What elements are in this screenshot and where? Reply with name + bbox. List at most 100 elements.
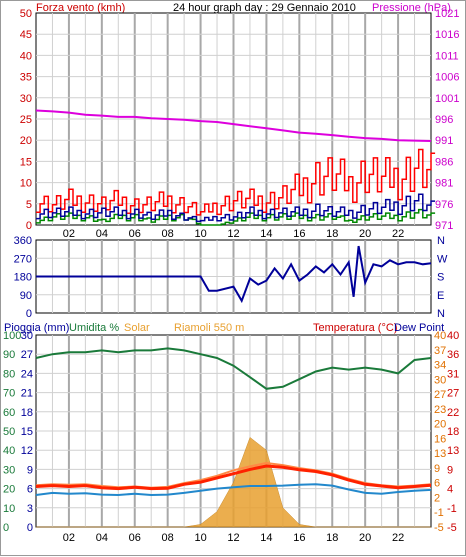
temperature-left-tick-label: -5 <box>434 522 444 534</box>
pressure-y-tick-label: 1001 <box>435 93 459 105</box>
temperature-left-tick-label: 34 <box>434 360 446 372</box>
temperature-left-tick-label: 2 <box>434 492 440 504</box>
pressure-y-tick-label: 1016 <box>435 29 459 41</box>
pressure-y-tick-label: 1011 <box>435 50 459 62</box>
humidity-y-tick-label: 60 <box>3 407 15 419</box>
solar-series <box>36 436 431 528</box>
solar-label: Solar <box>124 322 150 334</box>
direction-compass-label: N <box>437 235 445 247</box>
x-tick-label: 12 <box>227 228 239 240</box>
x-tick-label: 22 <box>392 228 404 240</box>
graph-title: 24 hour graph day : 29 Gennaio 2010 <box>173 2 356 14</box>
temperature-left-tick-label: 20 <box>434 419 446 431</box>
x-tick-label: 18 <box>326 228 338 240</box>
wind-avg-series <box>36 193 436 223</box>
x-tick-label: 06 <box>129 532 141 544</box>
humidity-y-tick-label: 20 <box>3 484 15 496</box>
pressure-y-tick-label: 986 <box>435 156 453 168</box>
x-tick-label: 14 <box>260 228 272 240</box>
dewpoint-label: Dew Point <box>394 322 445 334</box>
x-tick-label: 10 <box>194 532 206 544</box>
x-tick-label: 22 <box>392 532 404 544</box>
direction-y-tick-label: 90 <box>20 290 32 302</box>
direction-compass-label: S <box>437 272 444 284</box>
riamoli-label: Riamoli 550 m <box>174 322 245 334</box>
wind-y-tick-label: 25 <box>20 114 32 126</box>
rain-y-tick-label: 15 <box>21 426 33 438</box>
direction-compass-label: W <box>437 253 448 265</box>
temperature-right-tick-label: 9 <box>447 464 453 476</box>
rain-y-tick-label: 0 <box>27 522 33 534</box>
temperature-right-tick-label: 31 <box>447 368 459 380</box>
wind-min-series <box>36 208 436 226</box>
temperature-left-tick-label: -1 <box>434 507 444 519</box>
temperature-left-tick-label: 23 <box>434 404 446 416</box>
pressure-y-tick-label: 996 <box>435 114 453 126</box>
temperature-left-tick-label: 30 <box>434 374 446 386</box>
rain-y-tick-label: 18 <box>21 407 33 419</box>
temperature-left-tick-label: 16 <box>434 433 446 445</box>
wind-direction-series <box>36 245 432 304</box>
humidity-y-tick-label: 10 <box>3 503 15 515</box>
rain-y-tick-label: 3 <box>27 503 33 515</box>
rain-y-tick-label: 21 <box>21 388 33 400</box>
humidity-series <box>35 347 432 390</box>
pressure-y-tick-label: 1006 <box>435 72 459 84</box>
temperature-left-tick-label: 13 <box>434 448 446 460</box>
x-tick-label: 08 <box>162 532 174 544</box>
rain-y-tick-label: 24 <box>21 368 33 380</box>
wind-y-tick-label: 35 <box>20 72 32 84</box>
direction-y-tick-label: 0 <box>26 308 32 320</box>
pressure-y-tick-label: 981 <box>435 178 453 190</box>
x-tick-label: 02 <box>63 228 75 240</box>
pressure-y-tick-label: 1021 <box>435 8 459 20</box>
humidity-y-tick-label: 40 <box>3 445 15 457</box>
rain-y-tick-label: 12 <box>21 445 33 457</box>
temperature-left-tick-label: 6 <box>434 478 440 490</box>
x-tick-label: 16 <box>293 228 305 240</box>
direction-y-tick-label: 360 <box>14 235 32 247</box>
temperature-right-tick-label: 22 <box>447 407 459 419</box>
wind-y-tick-label: 45 <box>20 29 32 41</box>
humidity-y-tick-label: 0 <box>3 522 9 534</box>
pressure-series <box>35 109 432 142</box>
wind-y-tick-label: 5 <box>26 199 32 211</box>
humidity-label: Umidita % <box>69 322 120 334</box>
rain-y-tick-label: 6 <box>27 484 33 496</box>
direction-compass-label: N <box>437 308 445 320</box>
direction-compass-label: E <box>437 290 444 302</box>
humidity-y-tick-label: 90 <box>3 349 15 361</box>
rain-axis-title: Pioggia (mm) <box>4 322 70 334</box>
temperature-right-tick-label: 18 <box>447 426 459 438</box>
x-tick-label: 20 <box>359 228 371 240</box>
wind-axis-title: Forza vento (kmh) <box>36 2 126 14</box>
wind-y-tick-label: 40 <box>20 50 32 62</box>
temperature-label: Temperatura (°C) <box>313 322 398 334</box>
x-tick-label: 18 <box>326 532 338 544</box>
rain-y-tick-label: 30 <box>21 330 33 342</box>
wind-y-tick-label: 0 <box>26 220 32 232</box>
temperature-right-tick-label: 13 <box>447 445 459 457</box>
dew-point-series <box>35 483 432 497</box>
wind-gust-series <box>36 148 436 216</box>
temperature-left-tick-label: 40 <box>434 330 446 342</box>
temperature-right-tick-label: 27 <box>447 388 459 400</box>
temperature-left-tick-label: 9 <box>434 463 440 475</box>
temperature-left-tick-label: 27 <box>434 389 446 401</box>
wind-y-tick-label: 50 <box>20 8 32 20</box>
x-tick-label: 04 <box>96 228 108 240</box>
pressure-axis-title: Pressione (hPa) <box>372 2 451 14</box>
humidity-y-tick-label: 30 <box>3 464 15 476</box>
pressure-y-tick-label: 976 <box>435 199 453 211</box>
x-tick-label: 10 <box>194 228 206 240</box>
rain-y-tick-label: 27 <box>21 349 33 361</box>
direction-y-tick-label: 270 <box>14 253 32 265</box>
rain-y-tick-label: 9 <box>27 464 33 476</box>
temperature-right-tick-label: -5 <box>447 522 457 534</box>
x-tick-label: 04 <box>96 532 108 544</box>
x-tick-label: 06 <box>129 228 141 240</box>
humidity-y-tick-label: 50 <box>3 426 15 438</box>
x-tick-label: 20 <box>359 532 371 544</box>
x-tick-label: 08 <box>162 228 174 240</box>
